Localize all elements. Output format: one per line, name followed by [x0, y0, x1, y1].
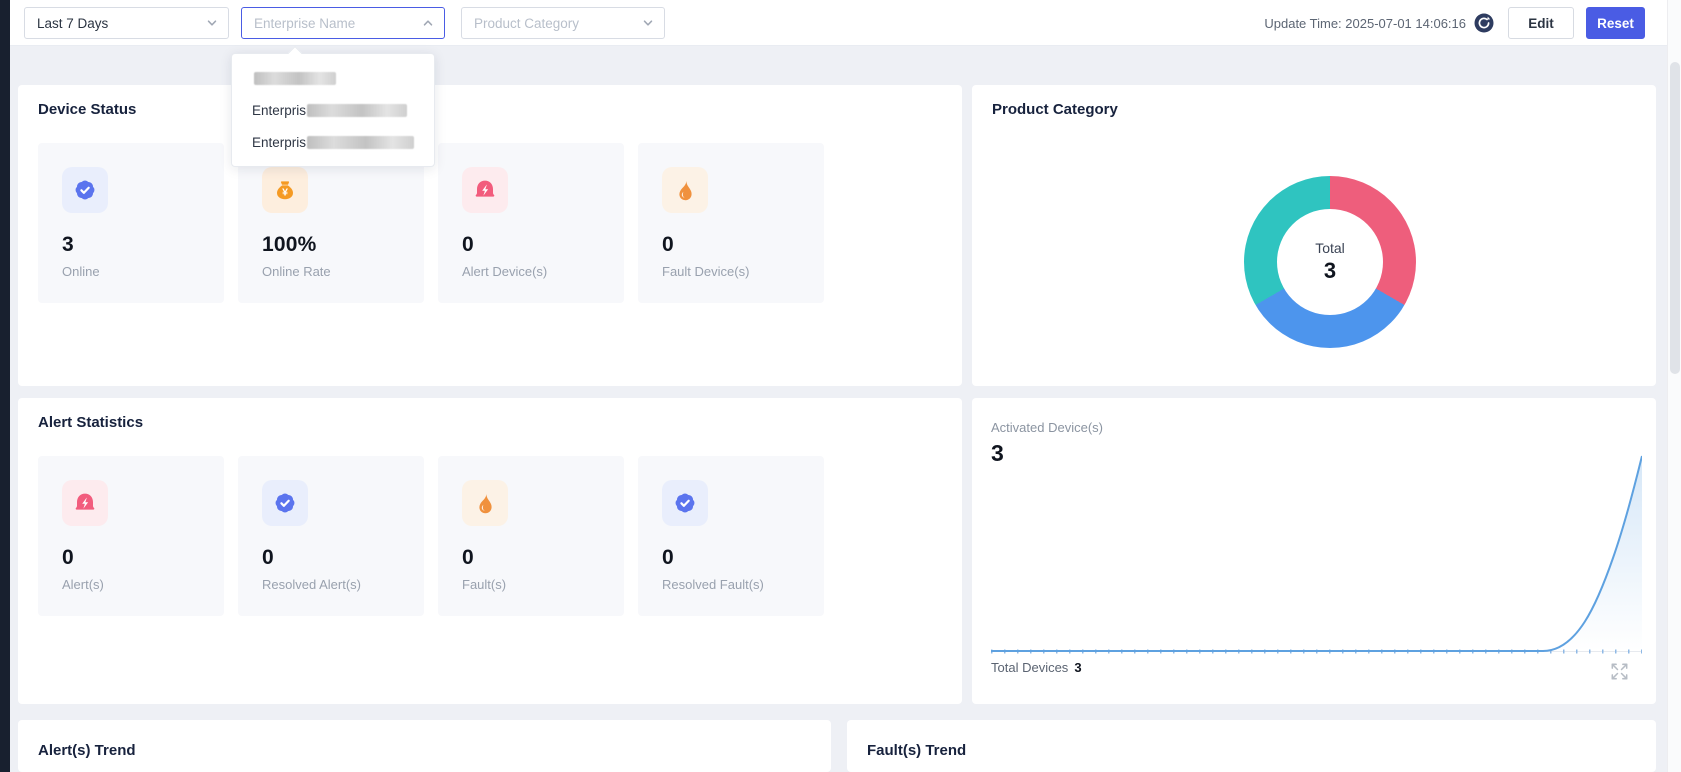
update-time-label: Update Time: 2025-07-01 14:06:16 [1264, 15, 1466, 31]
stat-label: Fault Device(s) [662, 264, 750, 279]
stat-label: Online [62, 264, 100, 279]
flame-icon [662, 167, 708, 213]
flame-icon [462, 480, 508, 526]
redacted-text [307, 135, 414, 149]
enterprise-select[interactable]: Enterprise Name [241, 7, 445, 39]
activated-devices-line-chart [991, 455, 1642, 654]
stat-value: 0 [262, 546, 274, 569]
stat-label: Online Rate [262, 264, 331, 279]
stat-value: 0 [462, 233, 474, 256]
stat-value: 100% [262, 233, 317, 256]
device-status-title: Device Status [38, 101, 137, 118]
chevron-down-icon [643, 20, 653, 26]
badge-check-icon [262, 480, 308, 526]
time-range-select[interactable]: Last 7 Days [24, 7, 229, 39]
stat-value: 0 [662, 233, 674, 256]
alert-statistics-card: Alert Statistics 0 Alert(s) [18, 398, 962, 704]
svg-text:¥: ¥ [282, 187, 288, 199]
refresh-icon[interactable] [1474, 13, 1494, 33]
alert-statistics-tiles: 0 Alert(s) 0 Resolved Alert(s) [38, 456, 824, 616]
fault-trend-title: Fault(s) Trend [867, 742, 967, 759]
alert-statistics-title: Alert Statistics [38, 414, 144, 431]
redacted-text [254, 71, 336, 85]
stat-tile-fault-devices: 0 Fault Device(s) [638, 143, 824, 303]
topbar-right-group: Update Time: 2025-07-01 14:06:16 Edit Re… [1264, 7, 1645, 39]
stat-value: 3 [62, 233, 74, 256]
product-category-donut-chart: Total 3 [1244, 176, 1416, 348]
redacted-text [307, 103, 408, 117]
alert-bell-icon [462, 167, 508, 213]
stat-tile-online: 3 Online [38, 143, 224, 303]
chevron-up-icon [423, 20, 433, 26]
enterprise-option-2[interactable]: Enterpris [232, 94, 434, 126]
fault-trend-card: Fault(s) Trend [847, 720, 1656, 772]
badge-check-icon [662, 480, 708, 526]
enterprise-option-text: Enterpris [252, 134, 307, 150]
product-category-title: Product Category [992, 101, 1118, 118]
stat-value: 0 [62, 546, 74, 569]
edit-button[interactable]: Edit [1508, 7, 1574, 39]
stat-label: Resolved Alert(s) [262, 577, 361, 592]
reset-button[interactable]: Reset [1586, 7, 1645, 39]
activated-devices-value: 3 [991, 440, 1004, 466]
money-bag-icon: ¥ [262, 167, 308, 213]
enterprise-placeholder: Enterprise Name [254, 15, 356, 31]
stat-tile-alerts: 0 Alert(s) [38, 456, 224, 616]
total-devices-value: 3 [1074, 660, 1082, 675]
stat-label: Alert Device(s) [462, 264, 548, 279]
expand-icon[interactable] [1608, 660, 1631, 683]
total-devices-label: Total Devices [991, 660, 1069, 675]
total-devices-footer: Total Devices 3 [991, 660, 1082, 675]
stat-label: Fault(s) [462, 577, 507, 592]
device-status-tiles: 3 Online ¥ 100% Online Rate [38, 143, 824, 303]
enterprise-option-1[interactable] [232, 62, 434, 94]
stat-tile-alert-devices: 0 Alert Device(s) [438, 143, 624, 303]
donut-center-label: Total [1315, 240, 1345, 256]
topbar: Last 7 Days Enterprise Name Product Cate… [10, 0, 1667, 46]
alert-trend-card: Alert(s) Trend [18, 720, 831, 772]
badge-check-icon [62, 167, 108, 213]
stat-value: 0 [462, 546, 474, 569]
product-category-select[interactable]: Product Category [461, 7, 665, 39]
alert-bell-icon [62, 480, 108, 526]
enterprise-option-text: Enterpris [252, 102, 307, 118]
vertical-scrollbar[interactable] [1667, 0, 1681, 772]
activated-devices-label: Activated Device(s) [991, 420, 1103, 435]
stat-tile-online-rate: ¥ 100% Online Rate [238, 143, 424, 303]
sidebar-edge [0, 0, 10, 772]
donut-center: Total 3 [1277, 209, 1383, 315]
enterprise-dropdown-panel: Enterpris Enterpris [231, 45, 435, 167]
dropdown-caret [287, 45, 303, 61]
scrollbar-thumb[interactable] [1670, 62, 1680, 374]
stat-tile-resolved-alerts: 0 Resolved Alert(s) [238, 456, 424, 616]
stat-label: Resolved Fault(s) [662, 577, 764, 592]
time-range-value: Last 7 Days [37, 15, 109, 31]
stat-value: 0 [662, 546, 674, 569]
stat-tile-faults: 0 Fault(s) [438, 456, 624, 616]
stat-tile-resolved-faults: 0 Resolved Fault(s) [638, 456, 824, 616]
stat-label: Alert(s) [62, 577, 104, 592]
chevron-down-icon [207, 20, 217, 26]
donut-center-value: 3 [1323, 258, 1337, 283]
product-category-card: Product Category Total 3 [972, 85, 1656, 386]
alert-trend-title: Alert(s) Trend [38, 742, 136, 759]
enterprise-option-3[interactable]: Enterpris [232, 126, 434, 158]
activated-devices-card: Activated Device(s) 3 Total Devices 3 [972, 398, 1656, 704]
device-status-card: Device Status 3 Online [18, 85, 962, 386]
product-category-placeholder: Product Category [474, 15, 580, 31]
